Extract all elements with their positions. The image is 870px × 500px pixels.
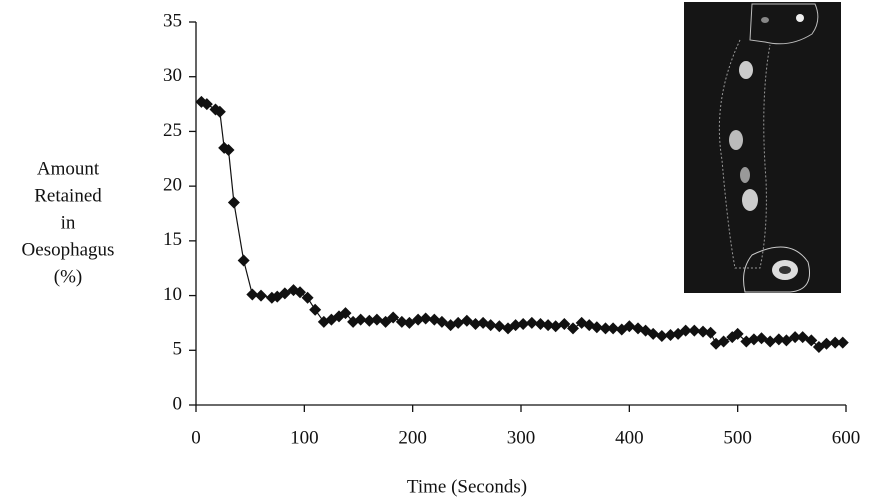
data-point: [697, 325, 709, 338]
x-tick-label: 0: [191, 427, 201, 448]
data-point: [419, 312, 432, 325]
data-point: [370, 313, 383, 326]
data-point: [688, 324, 701, 337]
data-point: [607, 322, 620, 335]
data-point: [509, 319, 522, 332]
y-tick-label: 15: [163, 229, 182, 250]
data-point: [412, 313, 425, 326]
data-point: [484, 319, 497, 332]
data-point: [558, 318, 571, 331]
data-point: [717, 335, 730, 348]
y-axis-label: Amount: [37, 158, 100, 179]
data-point: [363, 314, 376, 327]
data-point: [772, 333, 785, 346]
y-axis-label: in: [61, 212, 76, 233]
data-point: [829, 336, 842, 349]
x-tick-label: 600: [832, 427, 861, 448]
data-point: [200, 98, 213, 111]
data-point: [246, 288, 259, 301]
data-point: [517, 318, 530, 331]
data-point: [255, 289, 267, 302]
data-point: [387, 311, 400, 324]
data-point: [227, 196, 240, 209]
data-point: [704, 326, 717, 339]
data-point: [469, 318, 482, 331]
data-point: [805, 334, 818, 347]
y-tick-label: 25: [163, 120, 182, 141]
data-point: [567, 322, 579, 335]
inset-image: [684, 2, 841, 293]
data-point: [747, 333, 760, 346]
data-point: [294, 286, 306, 299]
data-point: [623, 320, 636, 333]
data-point: [301, 291, 314, 304]
data-point: [764, 335, 777, 348]
data-point: [354, 313, 367, 326]
x-tick-label: 400: [615, 427, 644, 448]
x-tick-label: 300: [507, 427, 536, 448]
data-point: [679, 324, 692, 337]
data-point: [452, 316, 465, 329]
data-point: [820, 337, 833, 350]
data-point: [213, 105, 226, 118]
y-tick-label: 0: [173, 393, 183, 414]
y-tick-label: 20: [163, 175, 182, 196]
data-point: [237, 254, 250, 267]
y-axis-label: Retained: [34, 185, 102, 206]
data-point: [590, 321, 603, 334]
x-tick-label: 200: [398, 427, 427, 448]
data-point: [599, 322, 612, 335]
data-point: [493, 320, 506, 333]
data-point: [836, 336, 849, 349]
data-point: [395, 315, 408, 328]
data-point: [664, 328, 677, 341]
data-point: [647, 327, 660, 340]
data-point: [731, 327, 744, 340]
data-point: [549, 320, 562, 333]
data-point: [309, 303, 322, 316]
data-point: [655, 330, 668, 343]
data-point: [534, 318, 547, 331]
y-axis-label: (%): [54, 266, 82, 287]
x-axis-label: Time (Seconds): [407, 476, 527, 497]
x-tick-label: 100: [290, 427, 319, 448]
data-point: [339, 307, 352, 320]
y-tick-label: 35: [163, 10, 182, 31]
y-tick-label: 5: [173, 339, 183, 360]
data-point: [789, 331, 802, 344]
x-tick-label: 500: [723, 427, 752, 448]
data-point: [542, 319, 555, 332]
y-axis-label: Oesophagus: [22, 239, 115, 260]
data-point: [222, 144, 235, 157]
y-tick-label: 30: [163, 65, 182, 86]
data-point: [525, 316, 538, 329]
y-tick-label: 10: [163, 284, 182, 305]
